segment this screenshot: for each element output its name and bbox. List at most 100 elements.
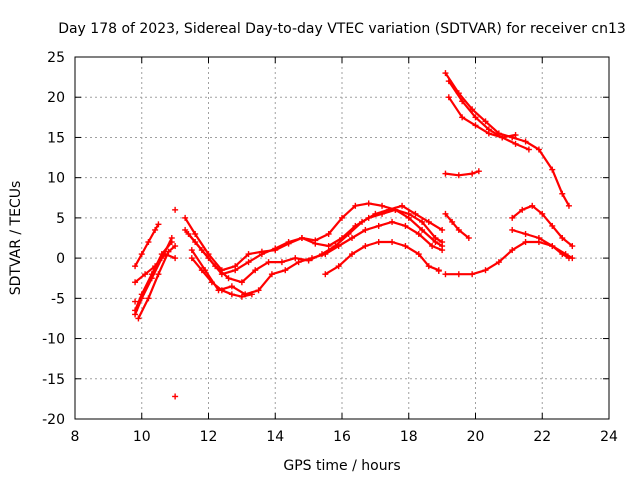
y-tick-label: 25 — [47, 50, 65, 66]
data-point — [429, 243, 436, 250]
data-point — [359, 218, 366, 225]
x-tick-label: 12 — [200, 429, 218, 445]
y-tick-label: 10 — [47, 171, 65, 187]
data-point — [535, 235, 542, 241]
data-point — [212, 263, 219, 270]
data-point — [522, 230, 529, 237]
data-point — [535, 146, 542, 153]
x-tick-label: 8 — [71, 429, 80, 445]
data-point — [469, 170, 476, 177]
data-point — [225, 275, 232, 282]
y-tick-label: 15 — [47, 130, 65, 146]
y-tick-label: -20 — [42, 412, 65, 428]
data-point — [185, 230, 192, 237]
data-point — [268, 271, 275, 278]
data-point — [132, 279, 139, 286]
data-point — [455, 271, 462, 278]
data-point — [402, 222, 409, 229]
data-point — [352, 202, 359, 209]
data-point — [412, 210, 419, 217]
x-tick-label: 18 — [400, 429, 418, 445]
data-point — [549, 222, 556, 229]
data-point — [565, 202, 572, 209]
data-point — [218, 287, 225, 294]
data-point — [482, 118, 489, 125]
y-tick-label: 0 — [56, 251, 65, 267]
data-point — [442, 210, 449, 217]
data-point — [419, 218, 426, 225]
data-point — [459, 114, 466, 121]
data-point — [472, 122, 479, 129]
x-tick-label: 10 — [133, 429, 151, 445]
data-point — [455, 172, 462, 179]
series-arc-i — [190, 220, 444, 296]
data-point — [509, 226, 516, 233]
data-point — [362, 226, 369, 233]
data-point — [155, 221, 162, 228]
data-point — [439, 247, 446, 254]
data-point — [172, 243, 179, 250]
data-point — [569, 243, 576, 250]
data-point — [188, 255, 195, 262]
series-arc-k — [324, 240, 440, 276]
data-point — [419, 226, 426, 233]
data-point — [258, 251, 265, 258]
data-point — [335, 243, 342, 250]
data-point — [135, 315, 142, 322]
data-point — [132, 307, 139, 314]
x-tick-label: 14 — [266, 429, 284, 445]
series-arc-p — [444, 170, 480, 177]
x-tick-label: 22 — [533, 429, 551, 445]
data-point — [459, 98, 466, 105]
data-point — [475, 168, 482, 175]
data-point — [549, 166, 556, 173]
data-point — [385, 206, 392, 213]
data-point — [415, 230, 422, 237]
data-point — [265, 259, 272, 266]
data-point — [445, 78, 452, 85]
x-axis-label: GPS time / hours — [283, 458, 400, 474]
data-point — [549, 243, 556, 250]
data-point — [405, 214, 412, 221]
data-point — [322, 271, 329, 278]
data-point — [228, 283, 235, 290]
data-point — [292, 255, 299, 262]
data-point — [282, 267, 289, 274]
data-point — [228, 291, 235, 298]
data-point — [469, 271, 476, 278]
data-point — [442, 70, 449, 77]
data-point — [512, 140, 519, 147]
y-tick-label: 5 — [56, 211, 65, 227]
data-point — [312, 237, 319, 244]
data-point — [559, 235, 566, 241]
data-point — [339, 214, 345, 221]
outlier-point — [172, 393, 179, 400]
data-point — [165, 248, 172, 255]
y-axis-label: SDTVAR / TECUs — [8, 181, 24, 296]
data-point — [182, 214, 189, 221]
data-point — [389, 218, 396, 225]
data-point — [132, 263, 139, 270]
data-point — [278, 259, 285, 266]
data-point — [365, 200, 372, 207]
data-point — [238, 279, 245, 286]
outlier-point — [172, 206, 179, 213]
data-point — [509, 247, 516, 254]
y-tick-label: 20 — [47, 90, 65, 106]
data-point — [519, 206, 526, 213]
data-point — [162, 251, 169, 258]
data-point — [439, 226, 446, 233]
data-point — [539, 210, 546, 217]
data-point — [425, 263, 432, 270]
data-point — [308, 255, 315, 262]
x-tick-label: 24 — [600, 429, 618, 445]
data-point — [372, 210, 379, 217]
data-point — [389, 239, 396, 246]
data-point — [362, 243, 369, 250]
data-point — [415, 251, 422, 258]
data-point — [445, 94, 452, 101]
data-point — [455, 226, 462, 233]
data-point — [495, 259, 502, 266]
data-point — [379, 202, 386, 209]
